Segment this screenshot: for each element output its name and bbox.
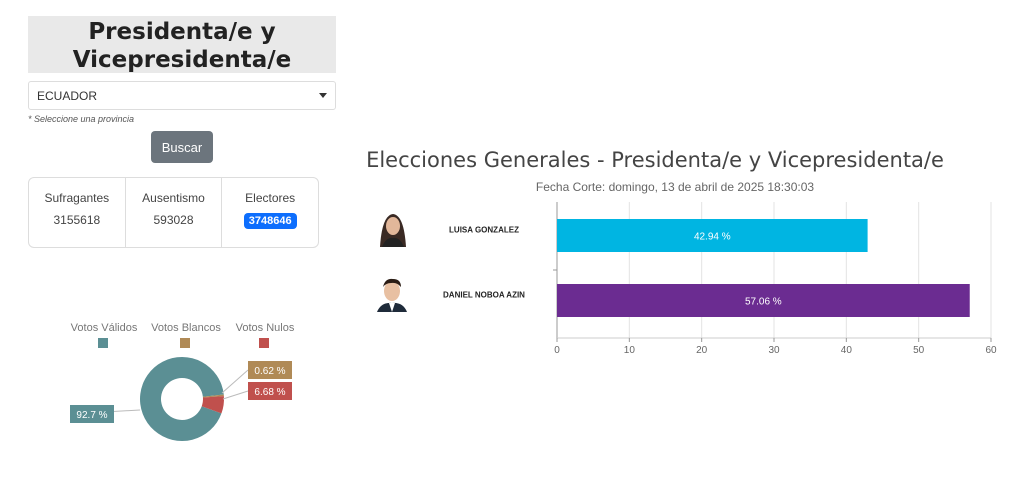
slice-label-nulos-box: [248, 382, 292, 400]
category-label: DANIEL NOBOA AZIN: [443, 291, 525, 300]
legend-swatch-validos[interactable]: [98, 338, 108, 348]
bar-value-label: 42.94 %: [694, 232, 731, 243]
search-button[interactable]: Buscar: [151, 131, 213, 163]
slice-nulos[interactable]: [201, 396, 225, 414]
legend-label-nulos[interactable]: Votos Nulos: [236, 322, 295, 334]
votes-donut-chart: Votos Válidos Votos Blancos Votos Nulos …: [69, 322, 295, 442]
stat-label: Ausentismo: [142, 191, 205, 205]
x-tick-label: 60: [985, 345, 997, 356]
slice-label-validos: 92.7 %: [76, 410, 107, 421]
bar-luisa-gonzalez[interactable]: [557, 219, 868, 252]
chart-subtitle: Fecha Corte: domingo, 13 de abril de 202…: [536, 180, 815, 194]
x-tick-label: 0: [554, 345, 560, 356]
status-badge: 3748646: [243, 213, 297, 229]
chart-title: Elecciones Generales - Presidenta/e y Vi…: [366, 148, 944, 172]
legend-swatch-nulos[interactable]: [259, 338, 269, 348]
x-tick-label: 40: [841, 345, 853, 356]
legend-swatch-blancos[interactable]: [180, 338, 190, 348]
bar-daniel-noboa[interactable]: [557, 284, 970, 317]
x-tick-label: 50: [913, 345, 925, 356]
stat-ausentismo: Ausentismo 593028: [126, 178, 223, 247]
slice-validos[interactable]: [140, 357, 224, 442]
stat-value: 3155618: [53, 213, 101, 227]
candidate-photo-luisa: [376, 211, 410, 247]
stat-label: Sufragantes: [44, 191, 110, 205]
chevron-down-icon: [319, 93, 327, 98]
slice-label-nulos: 6.68 %: [254, 387, 285, 398]
slice-label-blancos: 0.62 %: [254, 366, 285, 377]
province-select-value: ECUADOR: [37, 88, 98, 103]
x-tick-label: 10: [624, 345, 636, 356]
bar-value-label: 57.06 %: [745, 297, 782, 308]
slice-label-blancos-box: [248, 361, 292, 379]
province-hint: * Seleccione una provincia: [28, 114, 135, 124]
x-tick-label: 30: [768, 345, 780, 356]
legend-label-validos[interactable]: Votos Válidos: [71, 322, 138, 334]
stat-value-badge: 3748646: [222, 213, 318, 229]
slice-label-validos-box: [70, 405, 114, 423]
stats-panel: Sufragantes 3155618 Ausentismo 593028 El…: [28, 177, 319, 248]
page-title: Presidenta/e y Vicepresidenta/e: [28, 16, 336, 73]
category-label: LUISA GONZALEZ: [449, 226, 519, 235]
stat-sufragantes: Sufragantes 3155618: [29, 178, 126, 247]
results-bar-chart: Elecciones Generales - Presidenta/e y Vi…: [366, 148, 997, 356]
province-select[interactable]: ECUADOR: [28, 81, 336, 110]
candidate-photo-daniel: [375, 276, 409, 312]
stat-label: Electores: [245, 191, 296, 205]
slice-blancos[interactable]: [202, 394, 224, 398]
stat-value: 593028: [153, 213, 194, 227]
x-tick-label: 20: [696, 345, 708, 356]
stat-electores: Electores 3748646: [222, 178, 318, 247]
legend-label-blancos[interactable]: Votos Blancos: [151, 322, 221, 334]
